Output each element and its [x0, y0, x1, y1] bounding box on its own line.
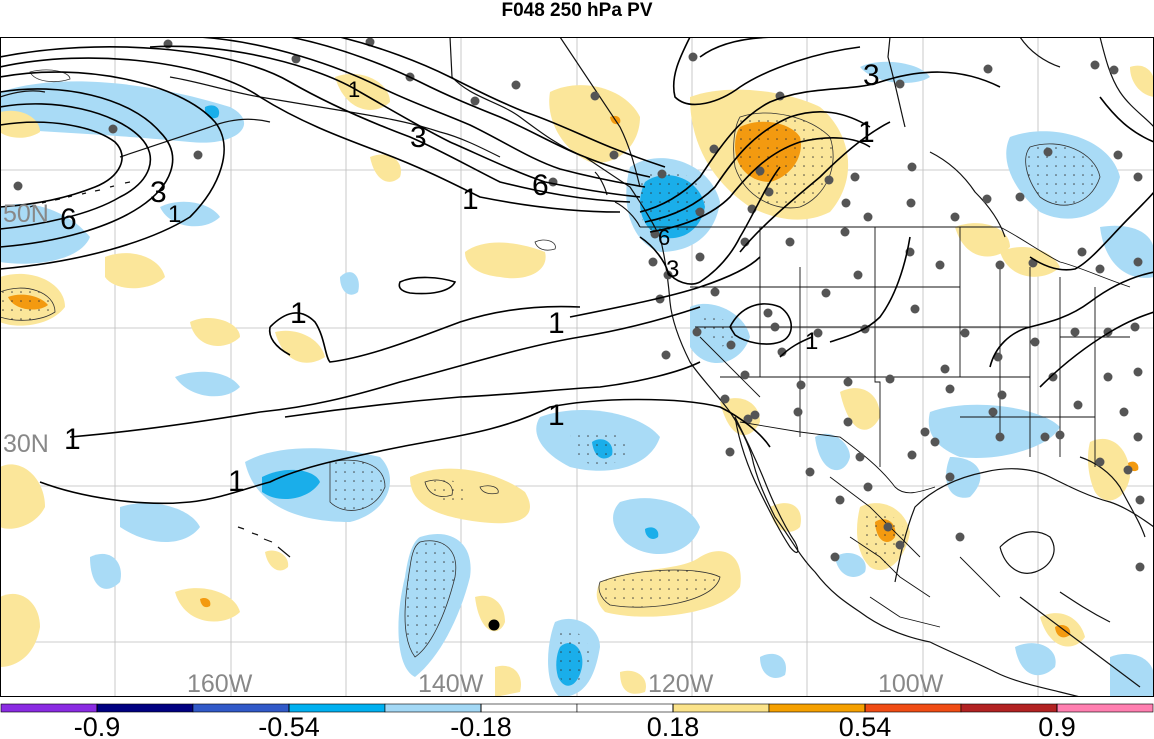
lon-label-120w: 120W [648, 670, 714, 697]
colorbar-tick-label: 0.9 [1038, 712, 1076, 739]
map-title: F048 250 hPa PV [501, 0, 653, 21]
colorbar-swatch [96, 703, 194, 713]
contour-label: 1 [168, 201, 181, 228]
contour-label: 3 [863, 59, 880, 92]
contour-label: 1 [348, 77, 360, 102]
lon-label-100w: 100W [878, 670, 944, 697]
station-markers [13, 37, 1145, 572]
colorbar-tick-label: -0.54 [258, 712, 320, 739]
colorbar-swatch [192, 703, 290, 713]
contour-label: 1 [858, 116, 875, 149]
contour-label: 1 [228, 465, 245, 498]
lat-label-50n: 50N [3, 200, 49, 228]
colorbar-tick-label: 0.54 [839, 712, 892, 739]
colorbar-swatch [960, 703, 1058, 713]
colorbar-swatch [864, 703, 962, 713]
colorbar-swatch [768, 703, 866, 713]
contour-label: 1 [64, 423, 81, 456]
lat-label-30n: 30N [3, 430, 49, 458]
contour-label: 3 [666, 256, 679, 283]
colorbar-swatch [1056, 703, 1154, 713]
colorbar-swatch [384, 703, 482, 713]
colorbar-swatch [576, 703, 674, 713]
colorbar-swatch [672, 703, 770, 713]
contour-label: 1 [548, 307, 565, 340]
axis-labels: 50N 30N 160W 140W 120W 100W [3, 200, 944, 697]
contour-label: 6 [532, 169, 549, 202]
colorbar-ticks [96, 704, 1058, 712]
selected-station-marker[interactable] [488, 619, 500, 631]
colorbar: -0.9 -0.54 -0.18 0.18 0.54 0.9 [0, 703, 1154, 739]
contour-labels: 6 3 1 3 1 6 1 3 1 1 1 1 1 3 6 1 1 [60, 59, 880, 498]
colorbar-swatch [288, 703, 386, 713]
contour-label: 1 [548, 399, 565, 432]
colorbar-tick-label: -0.9 [74, 712, 121, 739]
colorbar-swatch [480, 703, 578, 713]
contour-label: 6 [60, 203, 77, 236]
colorbar-labels: -0.9 -0.54 -0.18 0.18 0.54 0.9 [74, 712, 1076, 739]
political-boundaries [640, 226, 1131, 628]
contour-label: 1 [290, 297, 307, 330]
anomaly-outlines [0, 69, 1101, 658]
contour-label: 1 [805, 328, 818, 355]
pv-map: 6 3 1 3 1 6 1 3 1 1 1 1 1 3 6 1 1 50N 30… [0, 37, 1154, 697]
pv-contours [0, 37, 1154, 505]
contour-label: 3 [410, 121, 427, 154]
stipple-significance [0, 113, 1100, 684]
colorbar-swatches [0, 703, 1154, 713]
contour-label: 3 [150, 176, 167, 209]
lon-label-140w: 140W [418, 670, 484, 697]
colorbar-tick-label: 0.18 [647, 712, 700, 739]
colorbar-tick-label: -0.18 [450, 712, 512, 739]
lon-label-160w: 160W [187, 670, 253, 697]
contour-label: 1 [462, 183, 479, 216]
colorbar-swatch [0, 703, 98, 713]
contour-label: 6 [658, 225, 670, 250]
